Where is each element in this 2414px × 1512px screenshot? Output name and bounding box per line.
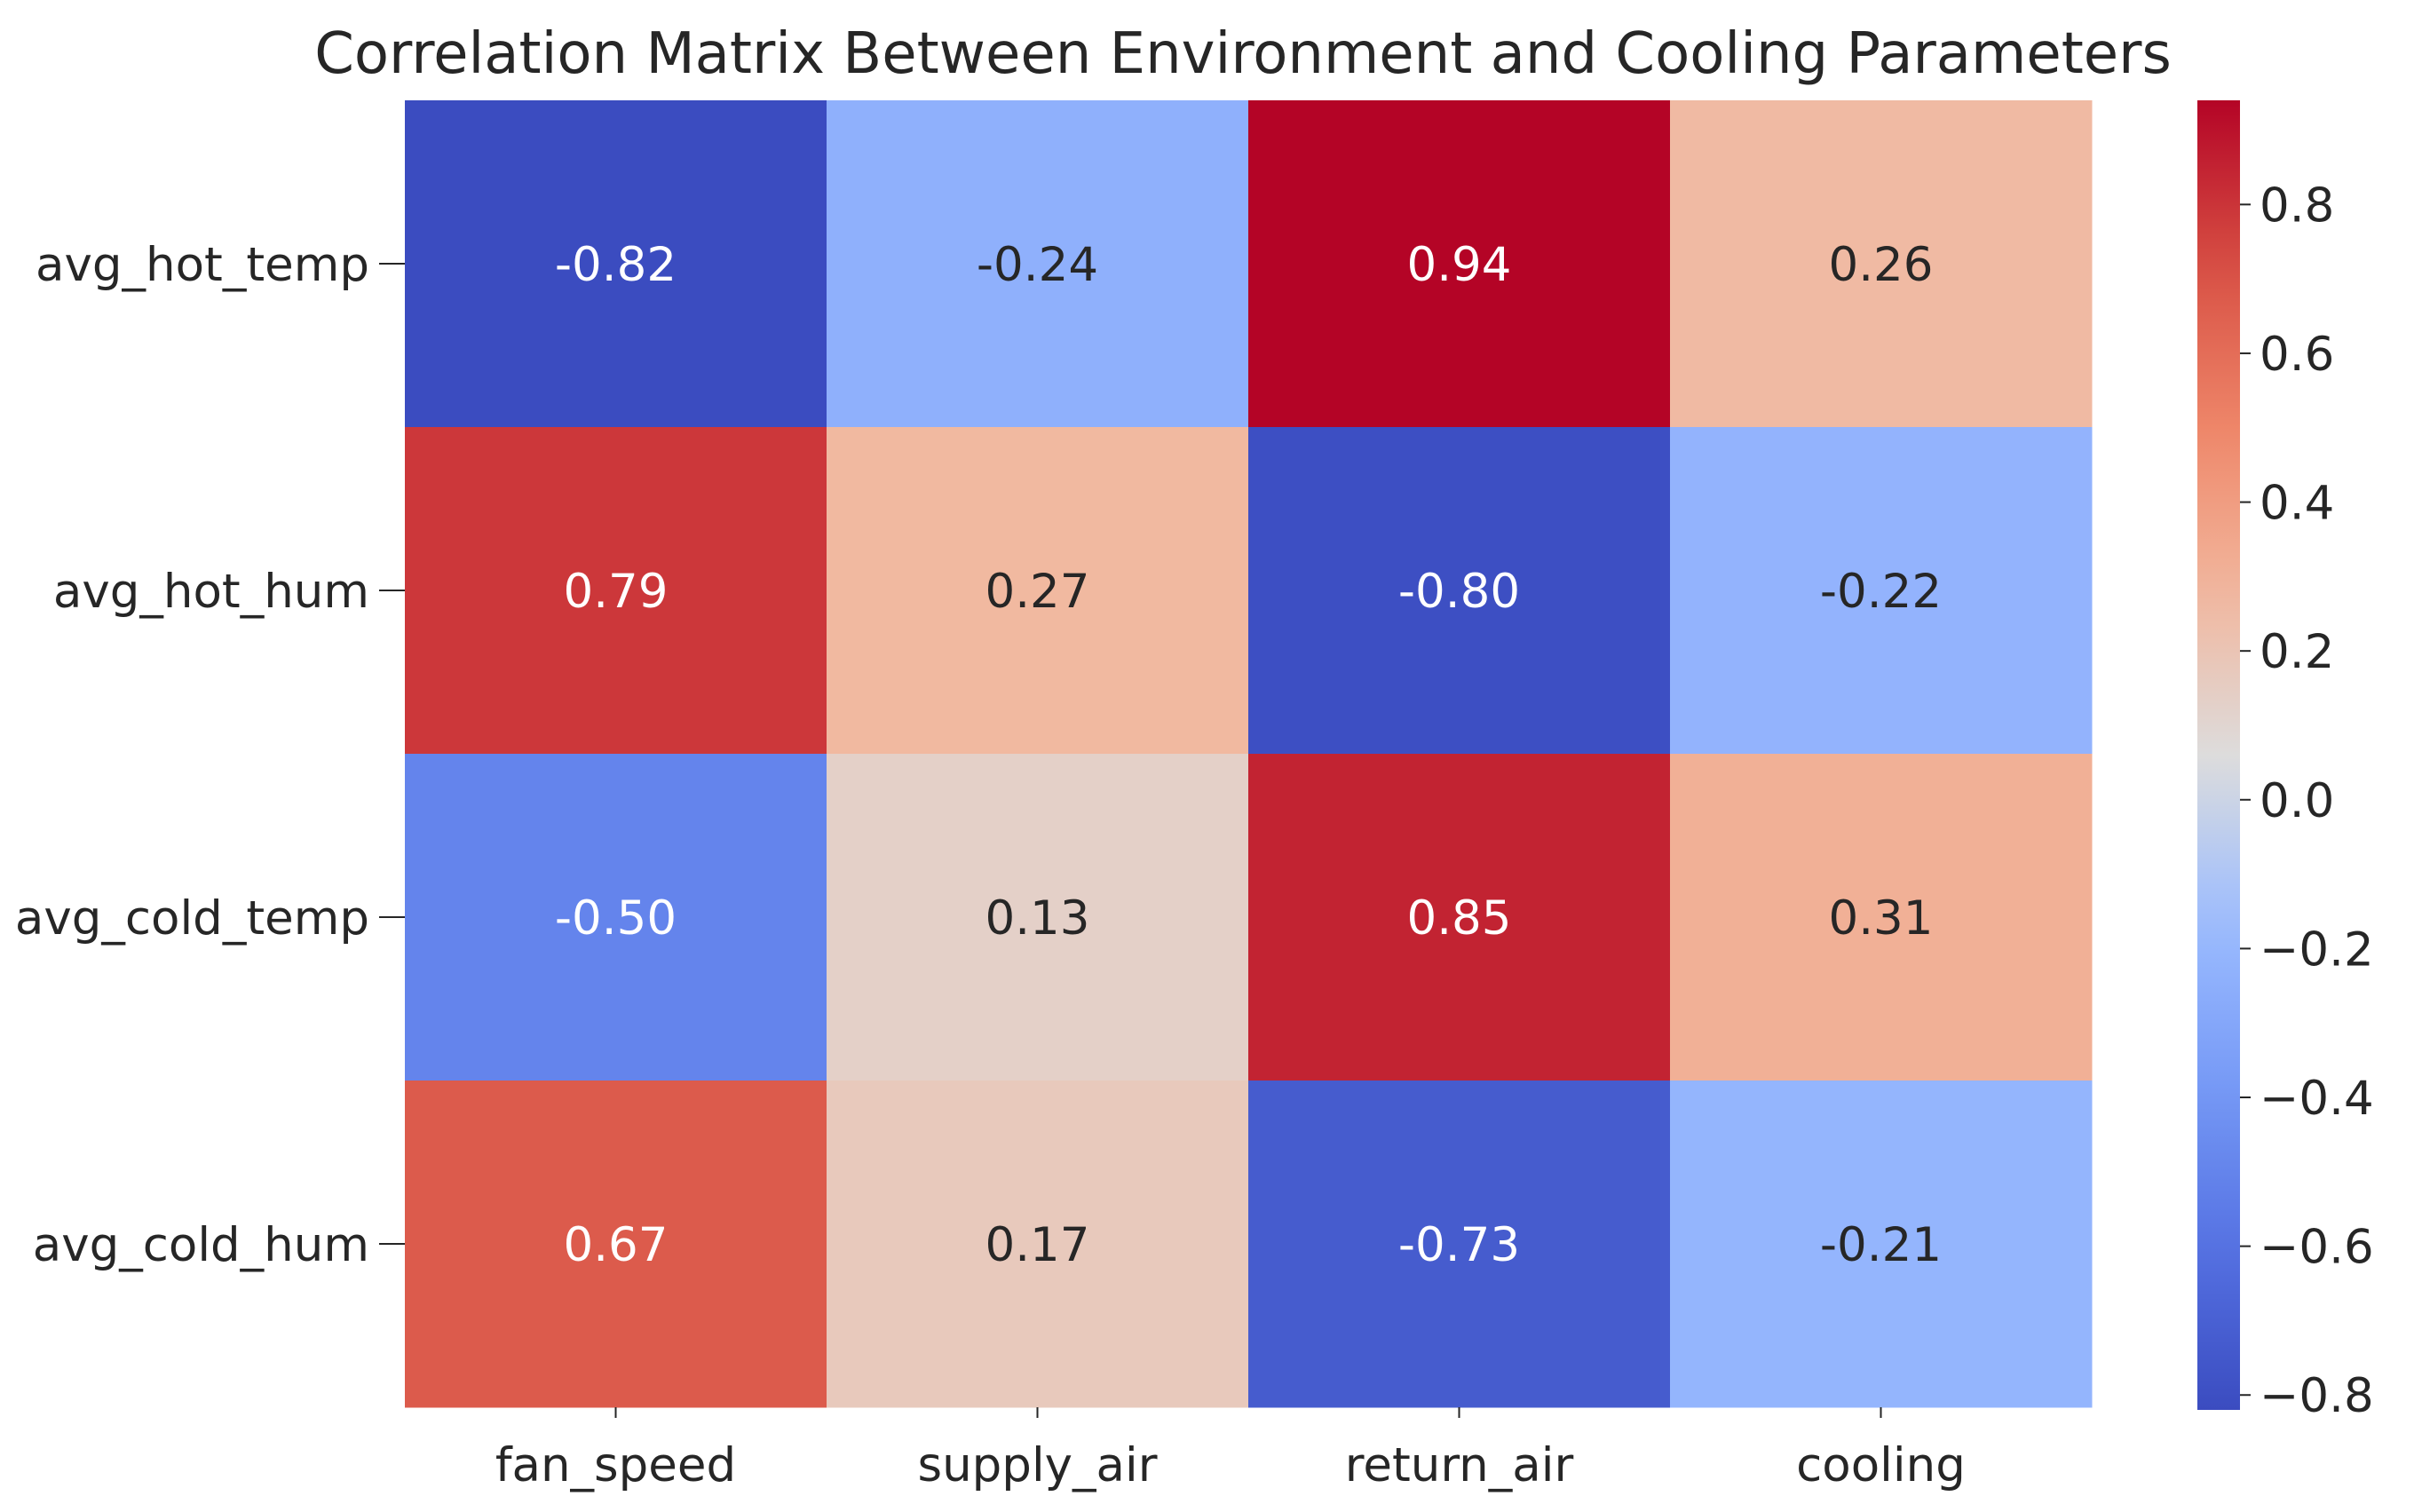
cell-value-label: -0.73	[1398, 1218, 1520, 1272]
heatmap-cell	[827, 754, 1249, 1081]
cell-value-label: 0.79	[563, 565, 668, 619]
colorbar-tick-label: 0.8	[2260, 178, 2334, 233]
cell-value-label: 0.17	[985, 1218, 1089, 1272]
heatmap-cell	[405, 754, 827, 1081]
heatmap-cell	[827, 427, 1249, 755]
heatmap-cell	[1670, 1081, 2093, 1408]
heatmap-cells: -0.82 -0.24 0.94 0.26 0.79 0.27 -0.80 -0.22 -0.5…	[405, 100, 2093, 1408]
column-label: supply_air	[917, 1438, 1157, 1492]
cell-value-label: 0.67	[563, 1218, 668, 1272]
colorbar-tick-label: −0.2	[2260, 922, 2374, 977]
row-label: avg_cold_temp	[15, 891, 369, 946]
heatmap-cell	[1670, 100, 2093, 428]
colorbar-tick-label: 0.0	[2260, 774, 2334, 828]
heatmap-cell	[1248, 100, 1671, 428]
cell-value-label: -0.22	[1820, 565, 1942, 619]
colorbar-tick-label: −0.6	[2260, 1221, 2374, 1275]
row-labels: avg_hot_temp avg_hot_hum avg_cold_temp avg_…	[15, 238, 405, 1272]
colorbar-tick-label: 0.4	[2260, 477, 2334, 531]
cell-value-label: 0.13	[985, 891, 1089, 946]
colorbar-tick-label: −0.8	[2260, 1369, 2374, 1423]
chart-title: Correlation Matrix Between Environment a…	[314, 21, 2172, 87]
heatmap-cell	[1248, 1081, 1671, 1408]
heatmap-cell	[405, 1081, 827, 1408]
cell-value-label: 0.27	[985, 565, 1089, 619]
cell-value-label: -0.21	[1820, 1218, 1942, 1272]
cell-value-label: 0.31	[1828, 891, 1933, 946]
cell-value-label: -0.80	[1398, 565, 1520, 619]
cell-value-label: -0.50	[555, 891, 677, 946]
row-label: avg_hot_hum	[53, 565, 369, 619]
colorbar-tick-label: −0.4	[2260, 1072, 2374, 1126]
colorbar-tick-label: 0.6	[2260, 328, 2334, 382]
column-label: cooling	[1796, 1438, 1966, 1492]
colorbar: 0.8 0.6 0.4 0.2 0.0 −0.2 −0.4 −0.6 −0.8	[2197, 100, 2374, 1423]
cell-value-label: -0.82	[555, 238, 677, 292]
cell-value-label: 0.26	[1828, 238, 1933, 292]
heatmap-cell	[1670, 754, 2093, 1081]
heatmap-cell	[1248, 754, 1671, 1081]
row-label: avg_hot_temp	[36, 238, 369, 292]
cell-value-label: 0.85	[1406, 891, 1511, 946]
heatmap-cell	[1670, 427, 2093, 755]
cell-value-label: 0.94	[1406, 238, 1511, 292]
colorbar-gradient	[2197, 100, 2240, 1410]
row-label: avg_cold_hum	[33, 1218, 369, 1272]
heatmap-cell	[827, 100, 1249, 428]
column-label: fan_speed	[495, 1438, 736, 1492]
heatmap-cell	[1248, 427, 1671, 755]
heatmap-cell	[405, 100, 827, 428]
heatmap-cell	[827, 1081, 1249, 1408]
column-label: return_air	[1345, 1438, 1574, 1492]
column-labels: fan_speed supply_air return_air cooling	[495, 1407, 1966, 1492]
colorbar-tick-label: 0.2	[2260, 625, 2334, 679]
heatmap-cell	[405, 427, 827, 755]
cell-value-label: -0.24	[977, 238, 1098, 292]
